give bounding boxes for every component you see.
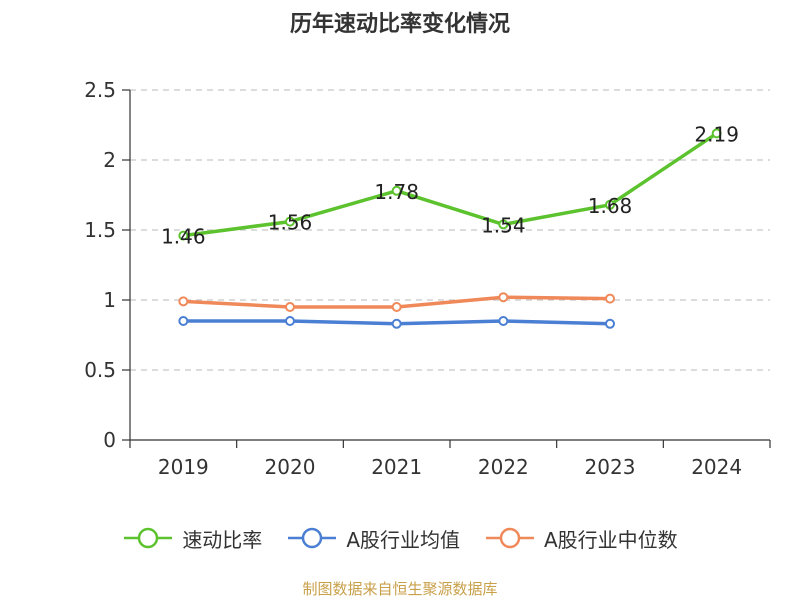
data-label: 1.46: [161, 225, 206, 249]
label-layer: 1.46 1.56 1.78 1.54 1.68 2.19: [161, 122, 739, 248]
legend-item-series-1[interactable]: A股行业均值: [286, 524, 460, 553]
legend: 速动比率 A股行业均值 A股行业中位数: [0, 518, 800, 558]
x-tick-label: 2024: [691, 455, 742, 479]
data-label: 2.19: [694, 122, 739, 146]
legend-item-series-0[interactable]: 速动比率: [122, 524, 262, 553]
grid-layer: [130, 89, 770, 371]
legend-line-marker-icon: [288, 527, 337, 549]
chart-title: 历年速动比率变化情况: [289, 12, 510, 37]
legend-label: A股行业均值: [346, 527, 460, 552]
data-point-series-1: [178, 316, 189, 326]
y-tick-label: 2: [103, 148, 116, 172]
x-tick-label: 2021: [371, 455, 422, 479]
y-tick-label: 1: [103, 288, 116, 312]
series-layer: [178, 128, 722, 329]
data-point-series-0: [711, 128, 722, 139]
data-point-series-1: [605, 318, 615, 329]
legend-label: A股行业中位数: [544, 527, 678, 552]
data-point-series-0: [605, 199, 615, 210]
data-point-series-2: [498, 292, 509, 303]
source-note: 制图数据来自恒生聚源数据库: [302, 580, 498, 598]
data-point-series-2: [391, 302, 402, 312]
x-tick-label: 2023: [585, 455, 636, 479]
data-point-series-0: [391, 185, 402, 196]
data-point-series-0: [178, 230, 189, 241]
axis-layer: 0 0.5 1 1.5 2 2.5 2019 2020 2021 2022 2023 2024: [84, 78, 771, 479]
data-point-series-1: [285, 316, 295, 326]
data-point-series-0: [498, 219, 509, 230]
legend-line-marker-icon: [124, 527, 173, 549]
legend-label: 速动比率: [182, 527, 263, 552]
y-tick-label: 1.5: [84, 218, 116, 242]
x-tick-label: 2019: [158, 455, 209, 479]
data-label: 1.56: [268, 211, 313, 235]
data-label: 1.68: [588, 194, 633, 218]
data-point-series-1: [391, 318, 402, 329]
x-tick-label: 2022: [478, 455, 529, 479]
legend-line-marker-icon: [486, 527, 534, 549]
legend-item-series-2[interactable]: A股行业中位数: [484, 524, 678, 553]
series-line-0: [181, 131, 719, 238]
data-label: 1.54: [481, 213, 526, 237]
x-tick-label: 2020: [265, 455, 316, 479]
y-tick-label: 2.5: [84, 78, 116, 102]
data-point-series-2: [605, 293, 615, 304]
data-point-series-2: [178, 296, 189, 307]
data-label: 1.78: [374, 180, 419, 204]
data-point-series-0: [285, 216, 295, 227]
data-point-series-1: [498, 316, 509, 326]
data-point-series-2: [285, 302, 295, 312]
y-tick-label: 0.5: [84, 358, 116, 382]
y-tick-label: 0: [103, 428, 116, 452]
